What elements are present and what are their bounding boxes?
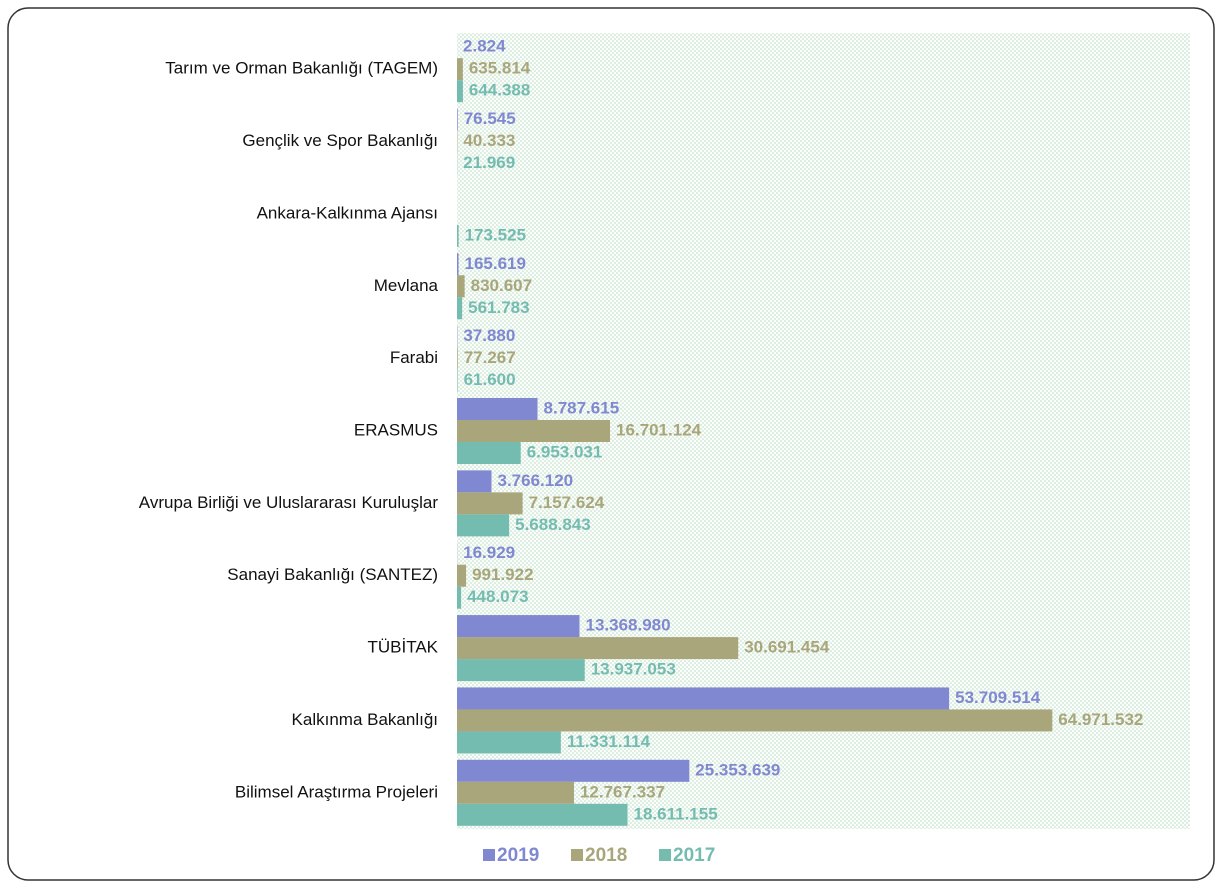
bar [457, 637, 739, 660]
bar [457, 687, 950, 710]
bar [457, 224, 459, 247]
bar [457, 470, 492, 493]
bar [457, 275, 465, 298]
value-label: 8.787.615 [544, 398, 620, 417]
category-label: Bilimsel Araştırma Projeleri [235, 782, 438, 801]
bar [457, 369, 458, 392]
bar [457, 803, 628, 826]
value-label: 173.525 [465, 225, 526, 244]
bar [457, 442, 521, 464]
value-label: 77.267 [464, 348, 516, 367]
value-label: 635.814 [469, 59, 531, 78]
value-label: 448.073 [467, 587, 528, 606]
legend-swatch [483, 849, 495, 861]
category-label: Avrupa Birliği ve Uluslararası Kuruluşla… [139, 493, 439, 512]
value-label: 16.929 [463, 543, 515, 562]
value-label: 16.701.124 [616, 420, 702, 439]
value-label: 30.691.454 [744, 638, 830, 657]
value-label: 5.688.843 [515, 515, 591, 534]
legend-label: 2018 [585, 845, 627, 866]
bar [457, 759, 690, 782]
bar [457, 398, 538, 420]
category-label: Tarım ve Orman Bakanlığı (TAGEM) [165, 59, 438, 78]
value-label: 64.971.532 [1058, 710, 1143, 729]
bar [457, 709, 1053, 732]
value-label: 2.824 [463, 37, 506, 56]
bar [457, 80, 463, 103]
legend-swatch [571, 849, 583, 861]
value-label: 76.545 [464, 109, 516, 128]
legend-label: 2017 [673, 845, 715, 866]
bar [457, 297, 463, 320]
bar [457, 781, 574, 804]
bar [457, 514, 510, 537]
value-label: 13.368.980 [585, 616, 670, 635]
value-label: 6.953.031 [527, 442, 603, 461]
category-label: ERASMUS [354, 420, 438, 439]
bar [457, 564, 467, 587]
value-label: 12.767.337 [580, 782, 665, 801]
value-label: 7.157.624 [529, 493, 605, 512]
category-label: Sanayi Bakanlığı (SANTEZ) [227, 565, 438, 584]
value-label: 561.783 [468, 298, 529, 317]
category-label: Gençlik ve Spor Bakanlığı [242, 131, 438, 150]
bar [457, 108, 458, 131]
legend-swatch [659, 849, 671, 861]
value-label: 644.388 [469, 81, 530, 100]
value-label: 37.880 [463, 326, 515, 345]
value-label: 830.607 [471, 276, 532, 295]
value-label: 53.709.514 [955, 688, 1041, 707]
bar [457, 731, 561, 754]
value-label: 13.937.053 [591, 660, 676, 679]
value-label: 61.600 [464, 370, 516, 389]
value-label: 3.766.120 [498, 471, 574, 490]
value-label: 21.969 [463, 153, 515, 172]
value-label: 40.333 [463, 131, 515, 150]
value-label: 18.611.155 [634, 804, 718, 823]
bar [457, 253, 459, 276]
bar [457, 659, 585, 682]
legend-label: 2019 [497, 845, 539, 866]
category-label: Ankara-Kalkınma Ajansı [257, 203, 438, 222]
bar [457, 347, 458, 370]
value-label: 165.619 [465, 254, 526, 273]
value-label: 11.331.114 [567, 732, 651, 751]
category-label: Mevlana [374, 276, 439, 295]
bar [457, 615, 580, 638]
bar [457, 420, 611, 442]
category-label: Kalkınma Bakanlığı [292, 710, 438, 729]
bar [457, 492, 523, 515]
category-label: TÜBİTAK [367, 638, 438, 657]
value-label: 25.353.639 [695, 760, 780, 779]
bar [457, 586, 462, 609]
value-label: 991.922 [472, 565, 533, 584]
category-label: Farabi [390, 348, 438, 367]
bar [457, 58, 463, 81]
